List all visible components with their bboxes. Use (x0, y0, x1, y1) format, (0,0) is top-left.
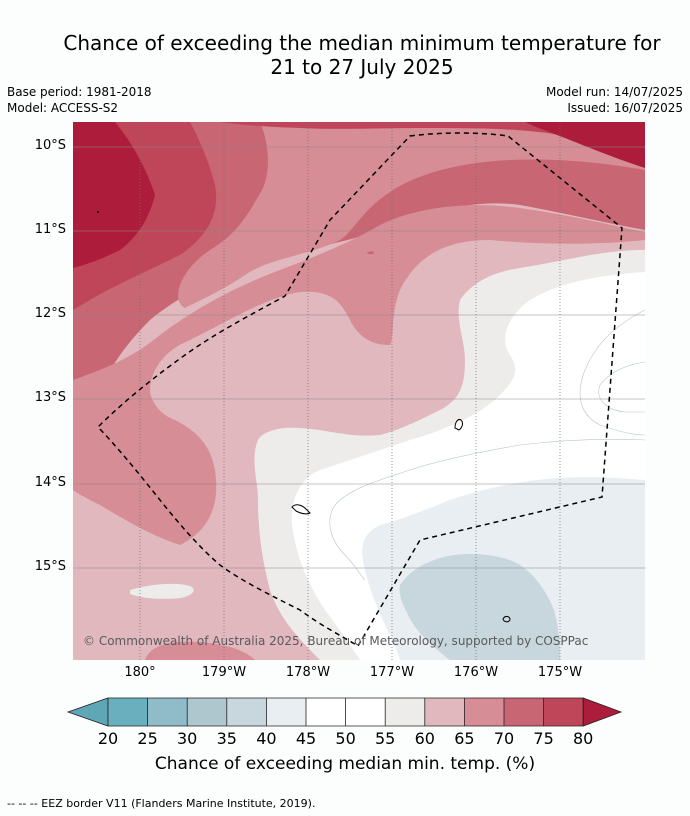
colorbar-tick: 55 (375, 729, 396, 748)
colorbar-tick: 45 (295, 729, 317, 748)
title-line-2: 21 to 27 July 2025 (270, 55, 454, 79)
eez-footnote: -- -- -- EEZ border V11 (Flanders Marine… (7, 797, 316, 810)
lon-label-176w: 176°W (453, 665, 499, 680)
colorbar-tick: 35 (216, 729, 237, 748)
colorbar-tick: 60 (414, 729, 435, 748)
colorbar-tick: 30 (177, 729, 198, 748)
lon-label-178w: 178°W (285, 665, 331, 680)
lat-label-12s: 12°S (34, 306, 66, 321)
lat-label-11s: 11°S (34, 222, 66, 237)
base-period: Base period: 1981-2018 (7, 85, 152, 99)
lat-label-10s: 10°S (34, 138, 66, 153)
model-run: Model run: 14/07/2025 (545, 85, 683, 99)
lon-label-175w: 175°W (537, 665, 583, 680)
colorbar-tick: 80 (573, 729, 594, 748)
lon-label-180: 180° (124, 665, 156, 680)
lon-label-177w: 177°W (369, 665, 415, 680)
lat-label-15s: 15°S (34, 559, 66, 574)
map-title: Chance of exceeding the median minimum t… (0, 31, 690, 79)
model-name: Model: ACCESS-S2 (7, 101, 119, 115)
probability-contours (73, 122, 645, 660)
colorbar-label: Chance of exceeding median min. temp. (%… (154, 754, 536, 774)
map-copyright: © Commonwealth of Australia 2025, Bureau… (83, 634, 589, 648)
colorbar-tick: 70 (493, 729, 515, 748)
issued-date: Issued: 16/07/2025 (567, 101, 683, 115)
colorbar-tick: 65 (454, 729, 475, 748)
title-line-1: Chance of exceeding the median minimum t… (63, 31, 661, 55)
colorbar-tick: 25 (137, 729, 158, 748)
colorbar (66, 697, 623, 727)
lat-label-14s: 14°S (34, 475, 66, 490)
lon-label-179w: 179°W (201, 665, 247, 680)
lat-label-13s: 13°S (34, 390, 66, 405)
colorbar-tick: 75 (533, 729, 554, 748)
colorbar-tick: 20 (97, 729, 119, 748)
colorbar-tick: 40 (256, 729, 277, 748)
colorbar-tick: 50 (335, 729, 356, 748)
